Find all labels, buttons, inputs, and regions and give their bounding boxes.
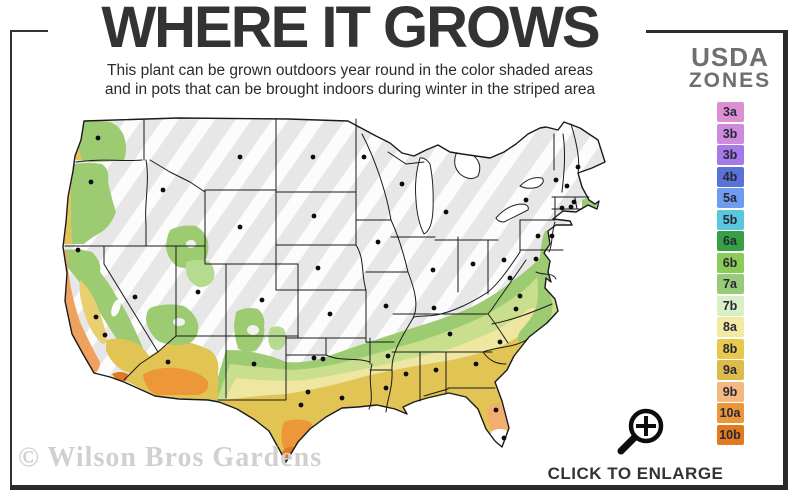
frame-border-left [10,30,12,488]
frame-border-bottom [10,485,788,490]
subtitle-line-2: and in pots that can be brought indoors … [104,81,596,98]
usda-zones-legend: USDA ZONES 3a 3b 3b 4b 5a 5b 6a 6b 7a 7b 8a 8b 9a 9b 1… [682,44,778,446]
legend-title-usda: USDA [691,42,769,72]
zone-chip-6b-7: 6b [716,252,744,273]
state-borders [64,118,590,413]
frame-border-right [783,30,788,488]
zone-chip-10a-14: 10a [716,403,744,423]
zone-chip-3b-1: 3b [716,123,744,144]
zone-chip-5a-4: 5a [716,188,744,208]
us-outline [62,117,606,463]
subtitle-line-1: This plant can be grown outdoors year ro… [107,62,593,79]
state-marker-dots [75,135,581,441]
zone-chip-4b-3: 4b [716,166,744,187]
zone-chip-8b-11: 8b [716,338,744,359]
zone-chip-5b-5: 5b [716,209,744,230]
zone-chip-3b-2: 3b [716,145,744,165]
watermark: © Wilson Bros Gardens [18,442,323,473]
frame-border-top-left [10,30,48,32]
zone-chip-7b-9: 7b [716,295,744,316]
zone-chip-10b-15: 10b [716,424,744,445]
click-to-enlarge-label: CLICK TO ENLARGE [547,464,724,483]
click-to-enlarge-button[interactable]: CLICK TO ENLARGE [538,400,733,488]
zone-chip-3a-0: 3a [716,102,744,122]
zone-chip-7a-8: 7a [716,274,744,294]
legend-title-zones: ZONES [688,69,772,92]
zone-chip-9b-13: 9b [716,381,744,402]
us-map-svg [62,117,606,463]
zone-chip-6a-6: 6a [716,231,744,251]
zone-chip-9a-12: 9a [716,360,744,380]
page-title: WHERE IT GROWS [101,0,600,60]
magnifier-plus-icon [617,408,664,455]
zone-chip-8a-10: 8a [716,317,744,337]
zone-chip-list: 3a 3b 3b 4b 5a 5b 6a 6b 7a 7b 8a 8b 9a 9b 10a 10b [682,102,778,445]
frame-border-top-right [646,30,787,33]
us-growing-zone-map[interactable] [58,112,664,474]
